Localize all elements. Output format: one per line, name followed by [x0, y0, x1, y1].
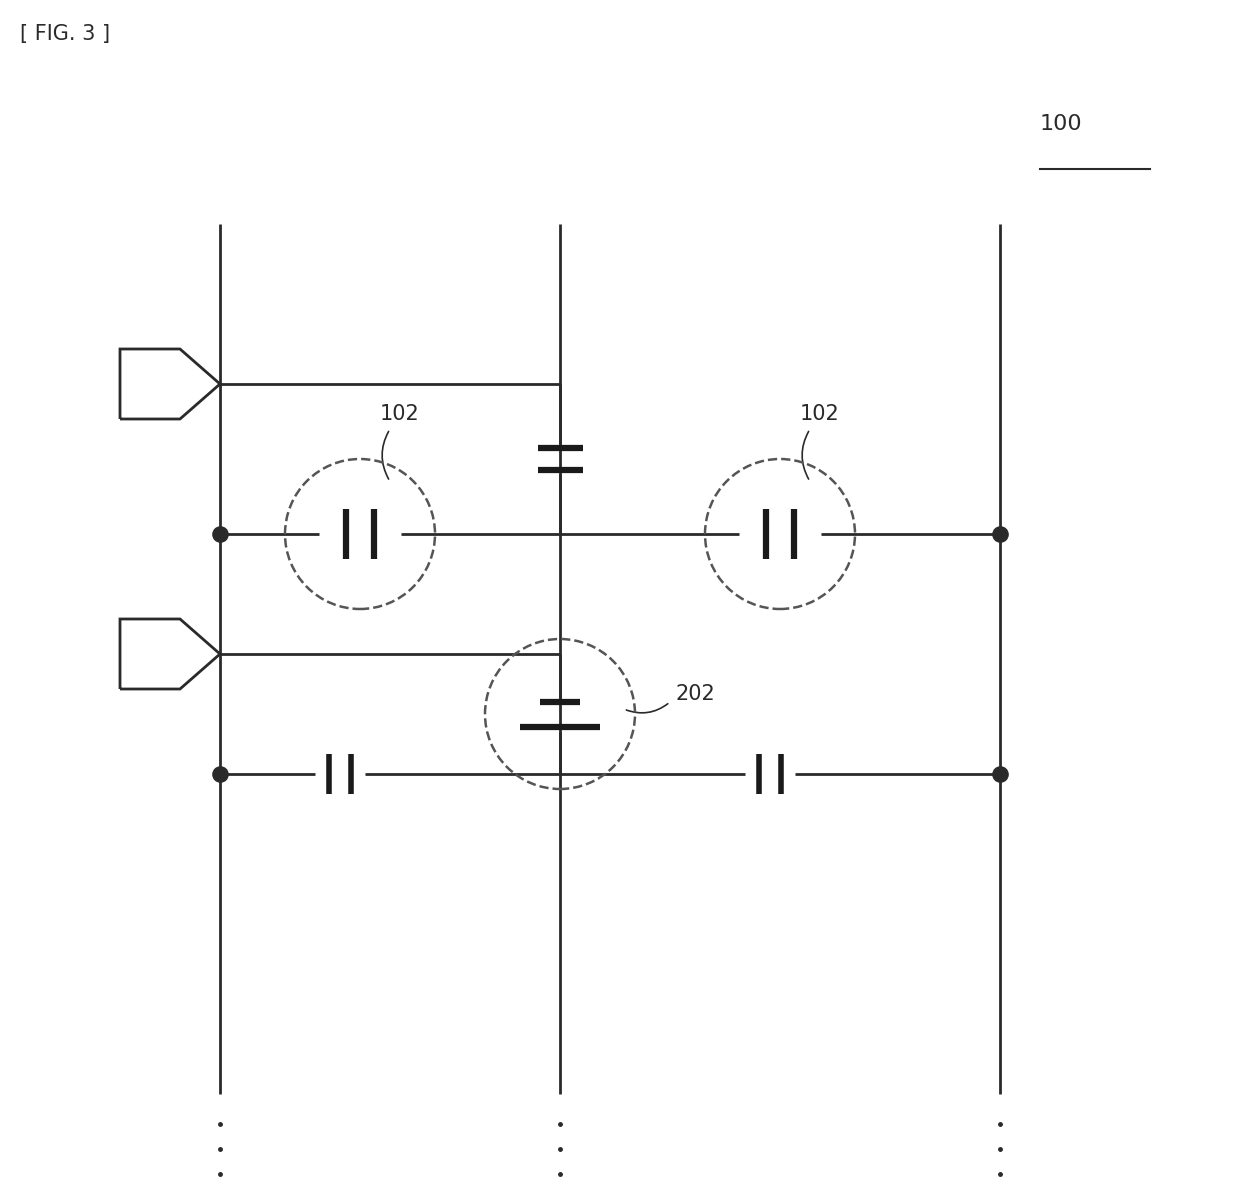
Text: 102: 102 [800, 404, 839, 424]
Point [210, 764, 229, 783]
Text: 202: 202 [675, 684, 714, 704]
Text: 100: 100 [1040, 113, 1083, 134]
Point [210, 524, 229, 543]
Point [990, 524, 1009, 543]
Point [990, 764, 1009, 783]
Text: [ FIG. 3 ]: [ FIG. 3 ] [20, 24, 110, 44]
Text: 102: 102 [381, 404, 420, 424]
